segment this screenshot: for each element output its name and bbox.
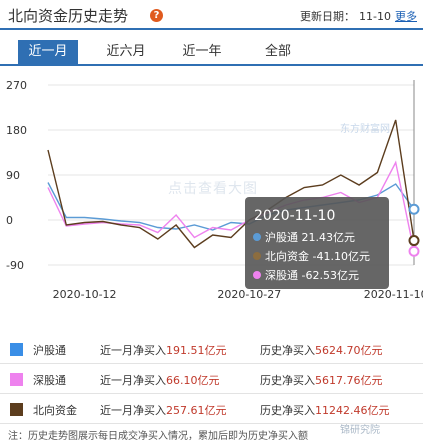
tab-one-year[interactable]: 近一年 (182, 44, 222, 59)
legend-swatch (10, 343, 23, 356)
update-value: 11-10 (359, 10, 391, 23)
tab-six-months[interactable]: 近六月 (106, 44, 146, 59)
hist-value: 5617.76亿元 (315, 374, 383, 387)
x-tick-label: 2020-10-12 (53, 288, 117, 301)
series-line-2 (47, 119, 415, 249)
hist-label: 历史净买入 (260, 404, 315, 417)
hist-label: 历史净买入 (260, 374, 315, 387)
legend-row-north: 北向资金 近一月净买入257.61亿元 历史净买入11242.46亿元 (0, 394, 423, 424)
month-label: 近一月净买入 (100, 344, 166, 357)
hist-value: 5624.70亿元 (315, 344, 383, 357)
hist-value: 11242.46亿元 (315, 404, 390, 417)
page-title: 北向资金历史走势 (8, 7, 129, 25)
y-tick-label: 270 (6, 79, 27, 92)
legend-row-sh: 沪股通 近一月净买入191.51亿元 历史净买入5624.70亿元 (0, 334, 423, 364)
tooltip-box (245, 197, 389, 289)
legend-name: 北向资金 (33, 404, 77, 417)
tooltip-dot-1 (253, 252, 261, 260)
month-label: 近一月净买入 (100, 404, 166, 417)
y-tick-label: 0 (6, 214, 13, 227)
watermark-logo: 东方财富网 (340, 124, 390, 135)
legend-hist: 历史净买入5624.70亿元 (260, 342, 383, 358)
series-endpoint-0 (408, 203, 420, 215)
legend-name: 深股通 (33, 374, 66, 387)
tab-all[interactable]: 全部 (264, 44, 291, 59)
y-axis: 270 180 90 0 -90 (6, 79, 27, 272)
legend-swatch (10, 373, 23, 386)
chart-tooltip: 2020-11-10 沪股通 21.43亿元 北向资金 -41.10亿元 深股通… (245, 197, 389, 289)
legend-hist: 历史净买入5617.76亿元 (260, 372, 383, 388)
tooltip-dot-0 (253, 233, 261, 241)
header: 北向资金历史走势 ? 更新日期： 11-10 更多 (0, 0, 423, 30)
watermark-view-large[interactable]: 点击查看大图 (168, 181, 258, 197)
x-tick-label: 2020-11-10 (364, 288, 423, 301)
footnote: 注：历史走势图展示每日成交净买入情况，累加后即为历史净买入额 (8, 431, 308, 442)
y-tick-label: 180 (6, 124, 27, 137)
legend-month: 近一月净买入257.61亿元 (100, 402, 227, 418)
legend-hist: 历史净买入11242.46亿元 (260, 402, 390, 418)
more-link[interactable]: 更多 (395, 10, 417, 23)
legend-month: 近一月净买入191.51亿元 (100, 342, 227, 358)
legend-swatch (10, 403, 23, 416)
series-endpoint-2 (408, 235, 420, 247)
month-label: 近一月净买入 (100, 374, 166, 387)
period-tabs: 近一月 近六月 近一年 全部 (0, 38, 423, 68)
tab-one-month[interactable]: 近一月 (18, 40, 78, 64)
tooltip-dot-2 (253, 271, 261, 279)
update-label: 更新日期： (300, 10, 355, 23)
series-endpoint-1 (408, 245, 420, 257)
watermark-bottom: 锦研究院 (340, 425, 380, 436)
legend-month: 近一月净买入66.10亿元 (100, 372, 220, 388)
y-tick-label: 90 (6, 169, 20, 182)
series-endpoints (408, 203, 420, 257)
tooltip-item-1: 北向资金 -41.10亿元 (265, 249, 370, 263)
tab-underline (0, 64, 423, 66)
month-value: 66.10亿元 (166, 374, 220, 387)
x-axis: 2020-10-12 2020-10-27 2020-11-10 (53, 288, 423, 301)
month-value: 257.61亿元 (166, 404, 227, 417)
update-date: 更新日期： 11-10 (300, 8, 391, 24)
y-tick-label: -90 (6, 259, 24, 272)
tooltip-item-0: 沪股通 21.43亿元 (265, 230, 355, 244)
tooltip-date: 2020-11-10 (254, 208, 335, 224)
help-icon[interactable]: ? (150, 9, 163, 22)
month-value: 191.51亿元 (166, 344, 227, 357)
x-tick-label: 2020-10-27 (217, 288, 281, 301)
legend-name: 沪股通 (33, 344, 66, 357)
hist-label: 历史净买入 (260, 344, 315, 357)
legend-row-sz: 深股通 近一月净买入66.10亿元 历史净买入5617.76亿元 (0, 364, 423, 394)
tooltip-item-2: 深股通 -62.53亿元 (265, 269, 359, 282)
